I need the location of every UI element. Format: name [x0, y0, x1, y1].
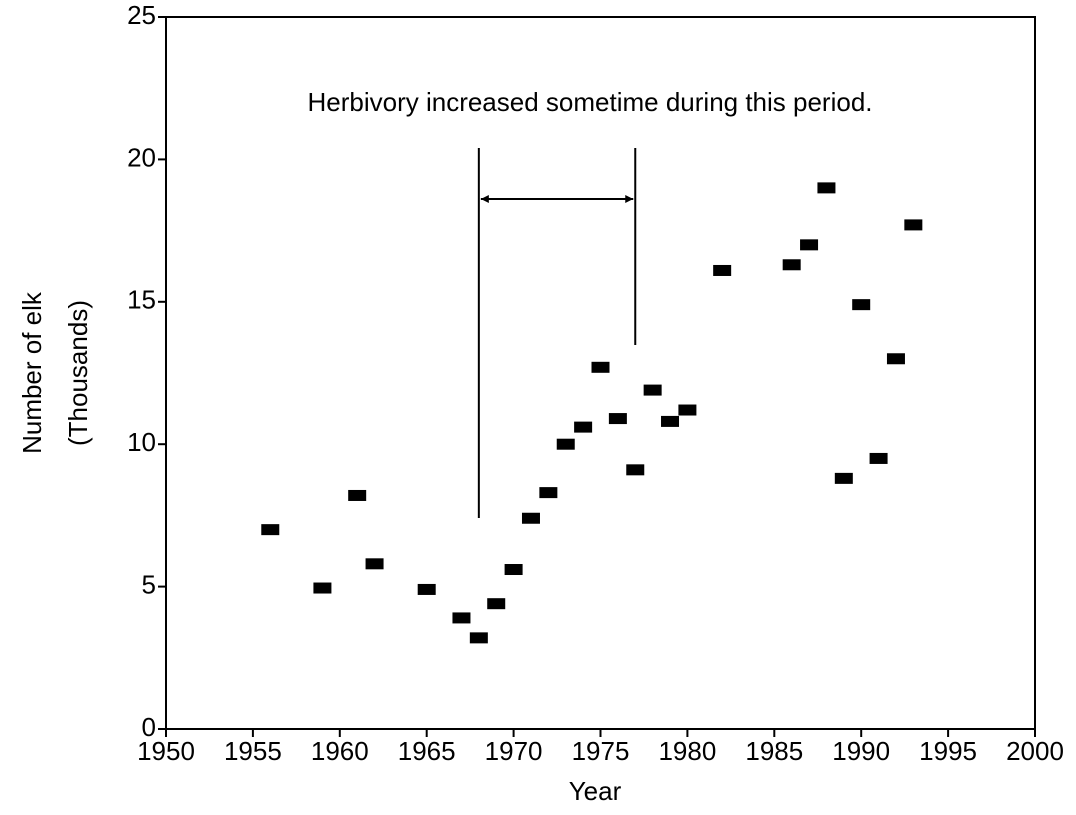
data-point [608, 413, 627, 425]
data-point [417, 583, 436, 595]
data-point [348, 489, 367, 501]
data-point [713, 264, 732, 276]
x-tick-label: 1955 [224, 736, 282, 766]
y-axis-label: (Thousands) [63, 300, 93, 446]
plot-frame [165, 16, 1036, 730]
data-point [886, 353, 905, 365]
x-tick-label: 1960 [311, 736, 369, 766]
data-point [504, 564, 523, 576]
data-point [782, 259, 801, 271]
data-point [800, 239, 819, 251]
data-point [261, 524, 280, 536]
x-tick-label: 1975 [572, 736, 630, 766]
x-tick-label: 1980 [658, 736, 716, 766]
data-point [539, 487, 558, 499]
x-tick-label: 1970 [485, 736, 543, 766]
x-tick-label: 1990 [832, 736, 890, 766]
y-tick-label: 20 [127, 142, 156, 172]
x-tick-label: 2000 [1006, 736, 1064, 766]
data-point [834, 472, 853, 484]
data-point [678, 404, 697, 416]
y-tick-label: 15 [127, 285, 156, 315]
data-point [521, 512, 540, 524]
annotation-text: Herbivory increased sometime during this… [307, 87, 872, 117]
data-point [469, 632, 488, 644]
y-tick-label: 0 [142, 712, 156, 742]
y-axis-label: Number of elk [17, 291, 47, 454]
x-tick-label: 1965 [398, 736, 456, 766]
data-point [904, 219, 923, 231]
data-point [852, 299, 871, 311]
data-point [643, 384, 662, 396]
data-point [661, 415, 680, 427]
data-point [452, 612, 471, 624]
y-tick-label: 5 [142, 569, 156, 599]
data-point [365, 558, 384, 570]
x-axis-label: Year [569, 776, 622, 806]
data-point [626, 464, 645, 476]
data-point [817, 182, 836, 194]
x-tick-label: 1985 [745, 736, 803, 766]
y-tick-label: 25 [127, 0, 156, 30]
data-point [556, 438, 575, 450]
data-point [591, 361, 610, 373]
x-tick-label: 1950 [137, 736, 195, 766]
data-point [313, 582, 332, 594]
x-tick-label: 1995 [919, 736, 977, 766]
y-tick-label: 10 [127, 427, 156, 457]
data-point [487, 598, 506, 610]
data-point [869, 452, 888, 464]
data-point [574, 421, 593, 433]
